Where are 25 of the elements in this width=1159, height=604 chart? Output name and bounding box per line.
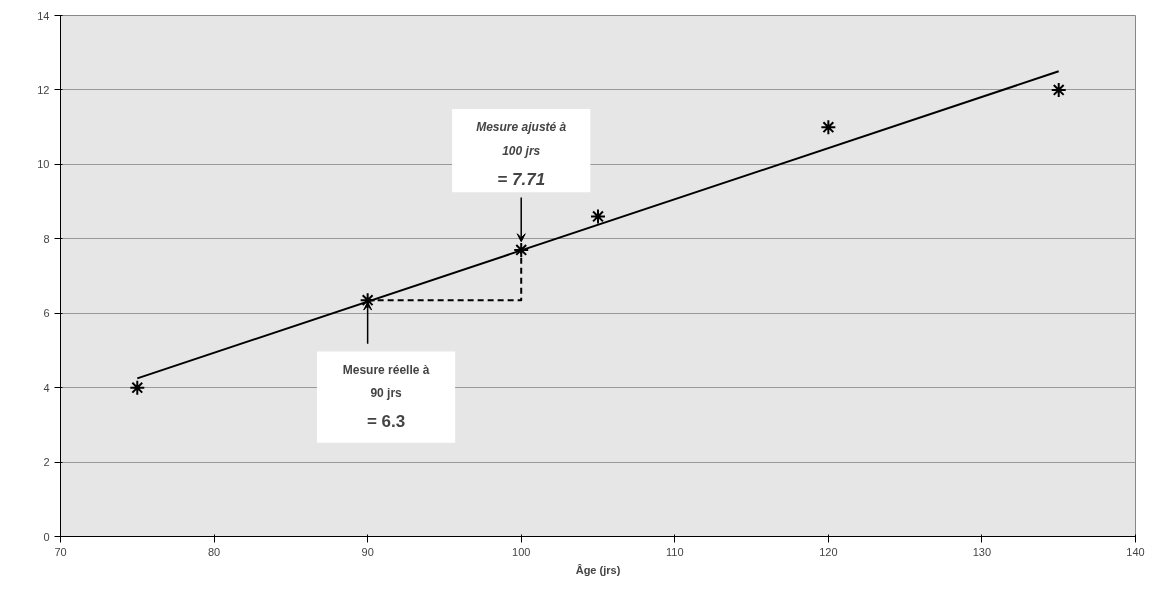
y-tick-label: 12 xyxy=(37,83,50,96)
y-tick-label: 6 xyxy=(43,307,50,320)
x-tick-label: 110 xyxy=(666,545,684,558)
x-tick-label: 120 xyxy=(819,545,838,558)
y-tick-label: 2 xyxy=(43,456,50,469)
point xyxy=(513,241,530,258)
annotation: Mesure ajusté à 100 jrs = 7.71 xyxy=(476,120,567,189)
y-tick-label: 14 xyxy=(37,9,50,22)
point xyxy=(359,292,376,309)
x-tick-label: 140 xyxy=(1126,545,1145,558)
annotation: Mesure réelle à 90 jrs = 6.3 xyxy=(342,362,430,432)
point xyxy=(129,379,146,396)
point xyxy=(820,119,837,136)
x-tick-label: 100 xyxy=(512,545,531,558)
x-tick-label: 80 xyxy=(207,545,221,558)
y-tick-label: 8 xyxy=(43,232,50,245)
x-tick-label: 90 xyxy=(361,545,374,558)
y-tick-label: 10 xyxy=(37,158,50,171)
point xyxy=(1050,81,1067,98)
point xyxy=(590,208,606,225)
y-tick-label: 4 xyxy=(43,381,50,394)
x-tick-label: 70 xyxy=(54,545,67,558)
x-tick-label: 130 xyxy=(972,545,992,558)
y-tick-label: 0 xyxy=(43,530,50,543)
x-axis-title: Âge (jrs) xyxy=(575,563,621,576)
